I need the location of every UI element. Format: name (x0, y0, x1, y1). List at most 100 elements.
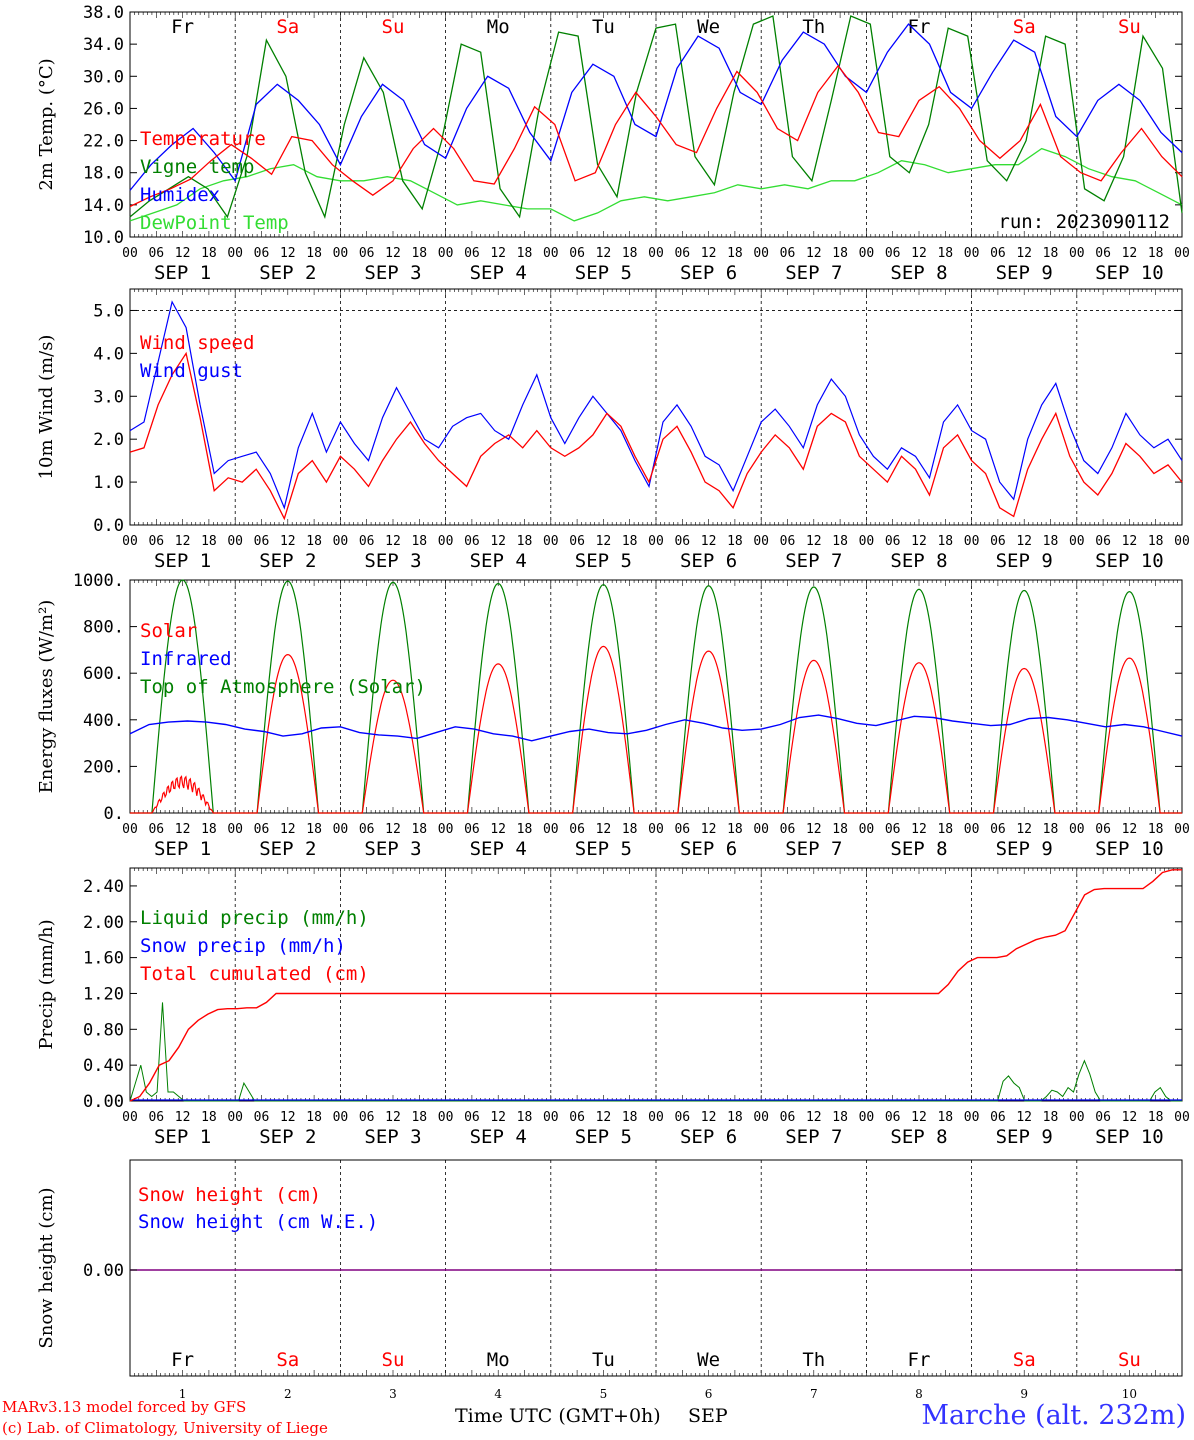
weekday-label: Fr (171, 16, 194, 38)
x-tick-label: 18 (201, 246, 217, 261)
weekday-label: We (697, 16, 720, 38)
y-tick-label: 1.60 (83, 949, 124, 969)
date-label: SEP 4 (470, 550, 527, 572)
x-tick-label: 00 (753, 246, 769, 261)
x-tick-label: 00 (543, 246, 559, 261)
y-axis-label: Snow height (cm) (36, 1187, 57, 1348)
x-tick-label: 06 (1095, 1110, 1111, 1125)
x-tick-label: 06 (885, 822, 901, 837)
x-tick-label: 18 (727, 246, 743, 261)
x-tick-label: 06 (885, 1110, 901, 1125)
x-tick-label: 00 (859, 822, 875, 837)
y-tick-label: 200. (83, 757, 124, 777)
x-tick-label: 06 (148, 822, 164, 837)
x-tick-label: 06 (148, 1110, 164, 1125)
legend-entry: Temperature (140, 128, 266, 150)
x-tick-label: 12 (280, 246, 296, 261)
x-tick-label: 18 (306, 246, 322, 261)
y-axis-label: 10m Wind (m/s) (36, 335, 57, 480)
y-tick-label: 26.0 (83, 99, 124, 119)
y-tick-label: 0.00 (83, 1092, 124, 1112)
x-tick-label: 06 (780, 534, 796, 549)
x-tick-label: 18 (411, 822, 427, 837)
x-tick-label: 00 (648, 822, 664, 837)
x-tick-label: 06 (359, 534, 375, 549)
x-tick-label: 06 (1095, 246, 1111, 261)
weekday-label: Su (382, 16, 405, 38)
x-tick-label: 00 (859, 534, 875, 549)
x-tick-label: 00 (1174, 534, 1190, 549)
x-tick-label: 06 (990, 246, 1006, 261)
weekday-label: Su (382, 1349, 405, 1371)
x-tick-label: 00 (964, 246, 980, 261)
weekday-label: Th (802, 1349, 825, 1371)
series-humidex (129, 23, 1183, 191)
x-tick-label: 12 (175, 1110, 191, 1125)
credit-lab: (c) Lab. of Climatology, University of L… (2, 1419, 328, 1437)
x-tick-label: 00 (648, 534, 664, 549)
x-tick-label: 12 (701, 822, 717, 837)
x-tick-label: 18 (727, 822, 743, 837)
weekday-label: Fr (171, 1349, 194, 1371)
x-tick-label: 06 (780, 246, 796, 261)
y-tick-label: 10.0 (83, 228, 124, 248)
series-liquid-precip (129, 1002, 1182, 1102)
date-label: SEP 9 (996, 838, 1053, 860)
weekday-label: Sa (276, 1349, 299, 1371)
y-tick-label: 0.00 (83, 1261, 124, 1281)
x-tick-label: 18 (1043, 822, 1059, 837)
date-number: 8 (915, 1387, 923, 1401)
x-tick-label: 06 (990, 1110, 1006, 1125)
x-tick-label: 18 (832, 822, 848, 837)
date-label: SEP 8 (890, 262, 947, 284)
series-wind-speed (129, 351, 1183, 521)
x-tick-label: 12 (280, 534, 296, 549)
series-wind-gust (129, 300, 1183, 510)
y-tick-label: 3.0 (93, 387, 124, 407)
x-tick-label: 12 (490, 1110, 506, 1125)
y-tick-label: 800. (83, 618, 124, 638)
y-tick-label: 18.0 (83, 164, 124, 184)
date-label: SEP 10 (1095, 1126, 1164, 1148)
x-tick-label: 00 (543, 1110, 559, 1125)
x-tick-label: 00 (438, 1110, 454, 1125)
x-tick-label: 12 (806, 1110, 822, 1125)
date-label: SEP 4 (470, 262, 527, 284)
weekday-label: Sa (1013, 16, 1036, 38)
weekday-label: Sa (1013, 1349, 1036, 1371)
x-tick-label: 06 (254, 822, 270, 837)
x-tick-label: 18 (1043, 246, 1059, 261)
weekday-label: Fr (908, 1349, 931, 1371)
legend-entry: Liquid precip (mm/h) (140, 907, 369, 929)
x-tick-label: 12 (701, 1110, 717, 1125)
x-tick-label: 00 (543, 822, 559, 837)
date-number: 1 (179, 1387, 187, 1401)
x-tick-label: 06 (885, 246, 901, 261)
x-tick-label: 12 (701, 246, 717, 261)
date-label: SEP 2 (259, 838, 316, 860)
date-label: SEP 9 (996, 262, 1053, 284)
x-tick-label: 12 (596, 1110, 612, 1125)
x-tick-label: 12 (1122, 534, 1138, 549)
y-tick-label: 5.0 (93, 301, 124, 321)
y-axis-label: Energy fluxes (W/m²) (36, 600, 57, 794)
x-tick-label: 06 (254, 534, 270, 549)
x-tick-label: 06 (674, 822, 690, 837)
x-tick-label: 06 (674, 246, 690, 261)
x-tick-label: 18 (411, 246, 427, 261)
date-label: SEP 10 (1095, 550, 1164, 572)
x-tick-label: 00 (333, 534, 349, 549)
date-number: 6 (705, 1387, 713, 1401)
x-tick-label: 06 (359, 1110, 375, 1125)
date-label: SEP 8 (890, 838, 947, 860)
x-tick-label: 06 (148, 246, 164, 261)
x-tick-label: 18 (517, 822, 533, 837)
x-tick-label: 00 (964, 822, 980, 837)
y-tick-label: 600. (83, 664, 124, 684)
y-tick-label: 400. (83, 711, 124, 731)
series-infrared (129, 714, 1183, 742)
date-label: SEP 2 (259, 1126, 316, 1148)
date-label: SEP 5 (575, 838, 632, 860)
x-tick-label: 00 (122, 246, 138, 261)
